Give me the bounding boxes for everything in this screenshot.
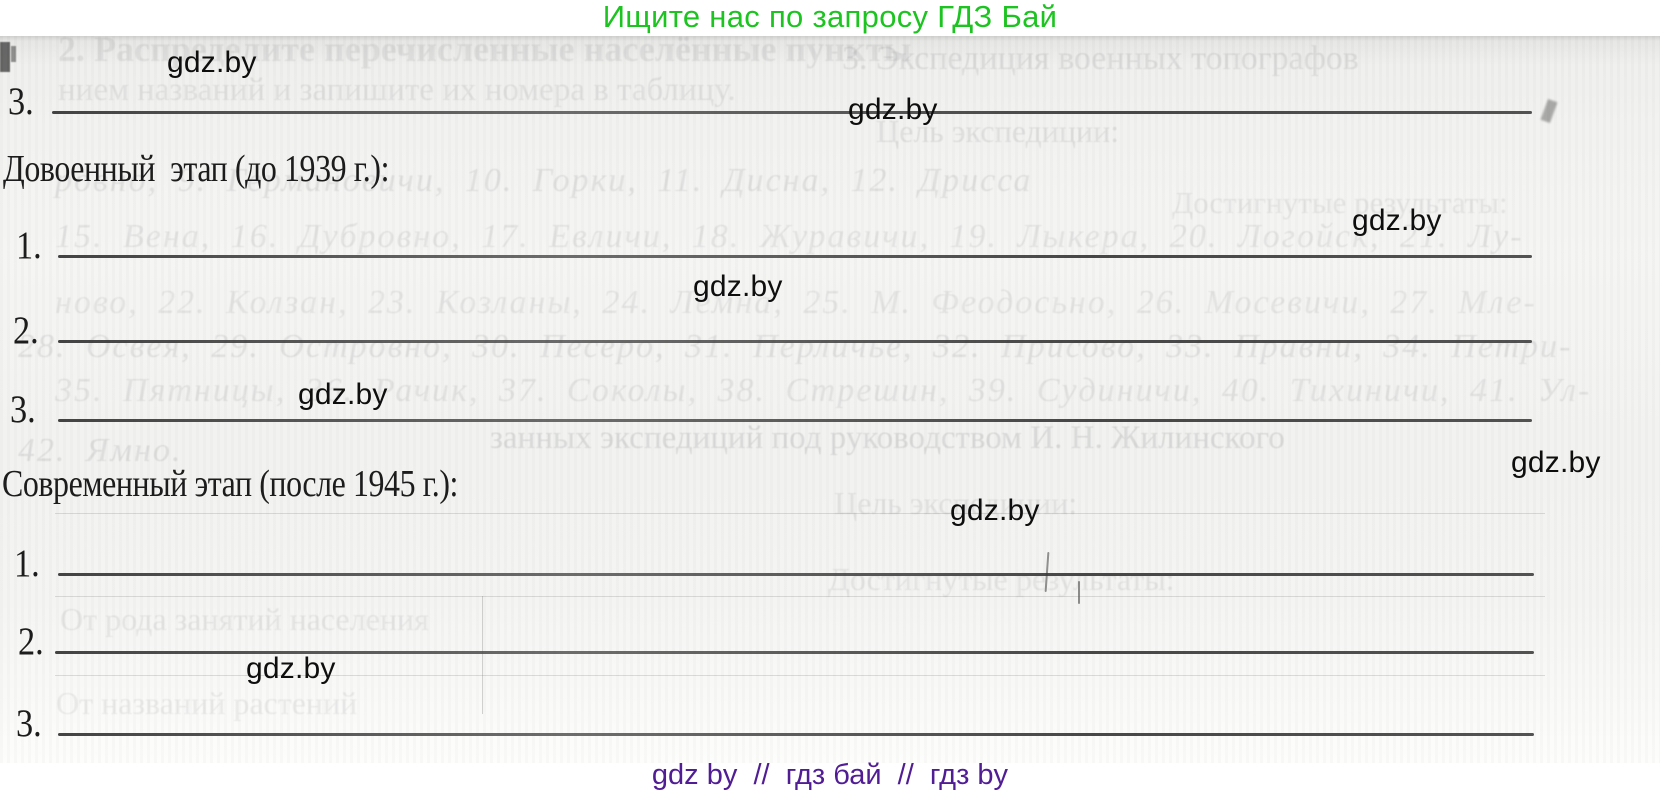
bleedthrough-text: занных экспедиций под руководством И. Н.… (490, 420, 1285, 456)
bleedthrough-text: 15. Вена, 16. Дубровно, 17. Евличи, 18. … (55, 218, 1524, 255)
gdz-watermark: gdz.by (950, 494, 1040, 527)
bleedthrough-text: От названий растений (56, 685, 358, 721)
answer-line (58, 733, 1534, 736)
promo-footer-text: gdz by // гдз бай // гдз by (651, 759, 1009, 791)
bleedthrough-text: 42. Ямно. (18, 432, 183, 469)
carryover-item-number: 3. (8, 80, 34, 123)
gdz-watermark: gdz.by (298, 378, 388, 411)
bleedthrough-text: 2. Распределите перечисленные населённые… (58, 29, 912, 69)
answer-line (55, 651, 1534, 654)
answer-line (58, 340, 1532, 343)
bleedthrough-table-rule (55, 513, 1545, 514)
bleedthrough-table-rule (55, 596, 1545, 597)
gdz-watermark: gdz.by (246, 652, 336, 685)
scan-edge-artifact (0, 42, 10, 72)
bleedthrough-table-rule (482, 596, 483, 714)
answer-line (58, 419, 1532, 422)
gdz-watermark: gdz.by (167, 46, 257, 79)
scanned-workbook-page: 2. Распределите перечисленные населённые… (0, 29, 1660, 763)
bleedthrough-text: Достигнутые результаты: (828, 561, 1175, 597)
scan-edge-artifact (1540, 98, 1558, 124)
item-number: 2. (18, 620, 44, 663)
bleedthrough-text: ново, 22. Колзан, 23. Козланы, 24. Лемна… (55, 284, 1537, 321)
bleedthrough-text: Достигнутые результаты: (1172, 185, 1508, 220)
item-number: 1. (14, 542, 40, 585)
section-title-modern: Современный этап (после 1945 г.): (2, 463, 458, 505)
bleedthrough-text: 35. Пятницы, 36. Рачик, 37. Соколы, 38. … (55, 372, 1592, 409)
answer-line (52, 111, 1532, 114)
bleedthrough-text: 3. Экспедиция военных топографов (842, 40, 1359, 77)
answer-line (58, 255, 1532, 258)
item-number: 1. (16, 224, 42, 267)
gdz-watermark: gdz.by (1352, 204, 1442, 237)
bleedthrough-text: Цель экспедиции: (834, 485, 1078, 521)
bleedthrough-text: От рода занятий населения (60, 601, 429, 637)
bleedthrough-text: 28. Освея, 29. Островно, 30. Песеро, 31.… (18, 328, 1573, 365)
bleedthrough-text: Цель экспедиции: (876, 113, 1120, 149)
bleedthrough-text: ровно, 9. Германовичи, 10. Горки, 11. Ди… (55, 162, 1033, 199)
gdz-watermark: gdz.by (693, 270, 783, 303)
pen-stroke (1078, 581, 1080, 604)
gdz-watermark: gdz.by (1511, 446, 1601, 479)
gdz-watermark: gdz.by (848, 93, 938, 126)
bleedthrough-text: нием названий и запишите их номера в таб… (58, 72, 736, 108)
promo-header-text: Ищите нас по запросу ГДЗ Бай (602, 0, 1058, 34)
section-title-prewar: Довоенный этап (до 1939 г.): (3, 148, 390, 190)
scan-edge-artifact (11, 46, 16, 62)
bleedthrough-table-rule (55, 675, 1545, 676)
item-number: 3. (16, 702, 42, 745)
item-number: 2. (13, 309, 39, 352)
item-number: 3. (10, 388, 36, 431)
answer-line (58, 573, 1534, 576)
